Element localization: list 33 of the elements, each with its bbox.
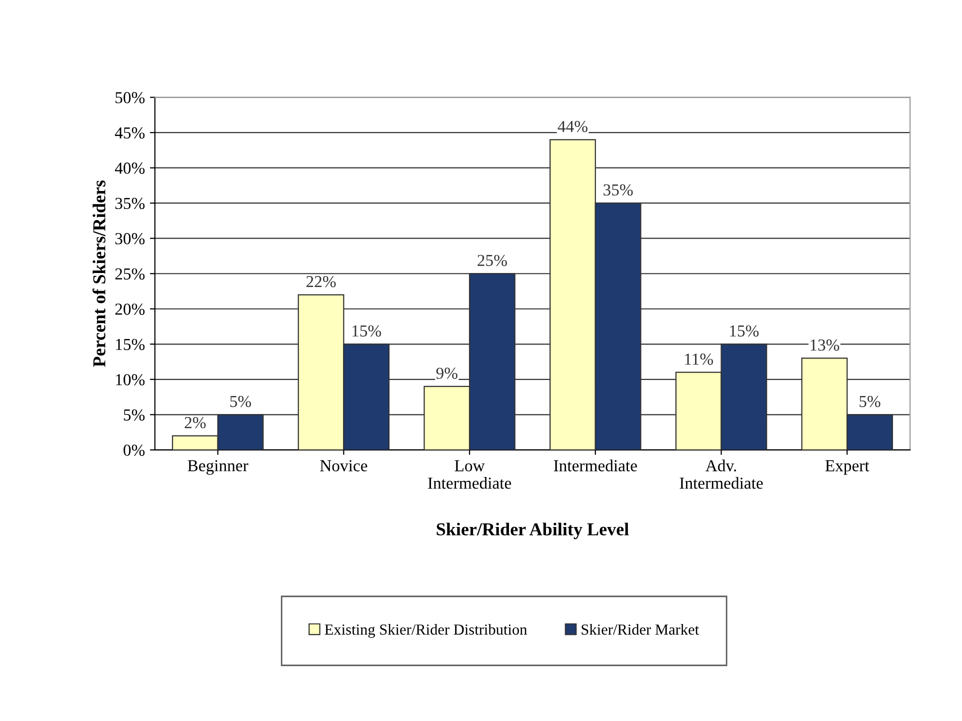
x-tick-label: Intermediate [554, 460, 637, 472]
legend-label: Existing Skier/Rider Distribution [324, 624, 527, 638]
legend-label: Skier/Rider Market [582, 624, 699, 635]
y-tick-label: 20% [115, 304, 145, 315]
x-tick-label: Beginner [188, 460, 248, 475]
y-tick-label: 35% [115, 198, 145, 210]
data-label: 5% [860, 396, 880, 408]
data-label: 5% [230, 396, 252, 408]
y-tick-label: 50% [116, 92, 145, 104]
data-label: 2% [184, 417, 206, 428]
y-tick-label: 10% [116, 374, 145, 386]
x-tick-label: Novice [320, 460, 368, 472]
data-label: 22% [306, 276, 336, 288]
x-tick-label: Adv. Intermediate [680, 460, 763, 489]
y-axis-title: Percent of Skiers/Riders [92, 180, 106, 367]
data-label: 44% [558, 120, 588, 132]
data-label: 13% [810, 339, 840, 351]
x-axis-title: Skier/Rider Ability Level [436, 522, 629, 540]
y-tick-label: 40% [114, 162, 145, 174]
y-tick-label: 25% [115, 268, 145, 280]
data-label: 11% [685, 354, 713, 365]
y-tick-label: 0% [124, 444, 145, 456]
x-tick-label: Low Intermediate [428, 460, 512, 489]
x-tick-label: Expert [825, 460, 870, 475]
y-tick-label: 45% [114, 127, 145, 139]
data-label: 15% [352, 325, 382, 337]
data-label: 15% [730, 325, 759, 337]
data-label: 35% [604, 184, 633, 196]
y-tick-label: 15% [116, 338, 145, 350]
data-label: 9% [436, 368, 458, 379]
data-label: 25% [478, 254, 507, 266]
y-tick-label: 30% [115, 233, 145, 244]
y-tick-label: 5% [124, 409, 145, 421]
